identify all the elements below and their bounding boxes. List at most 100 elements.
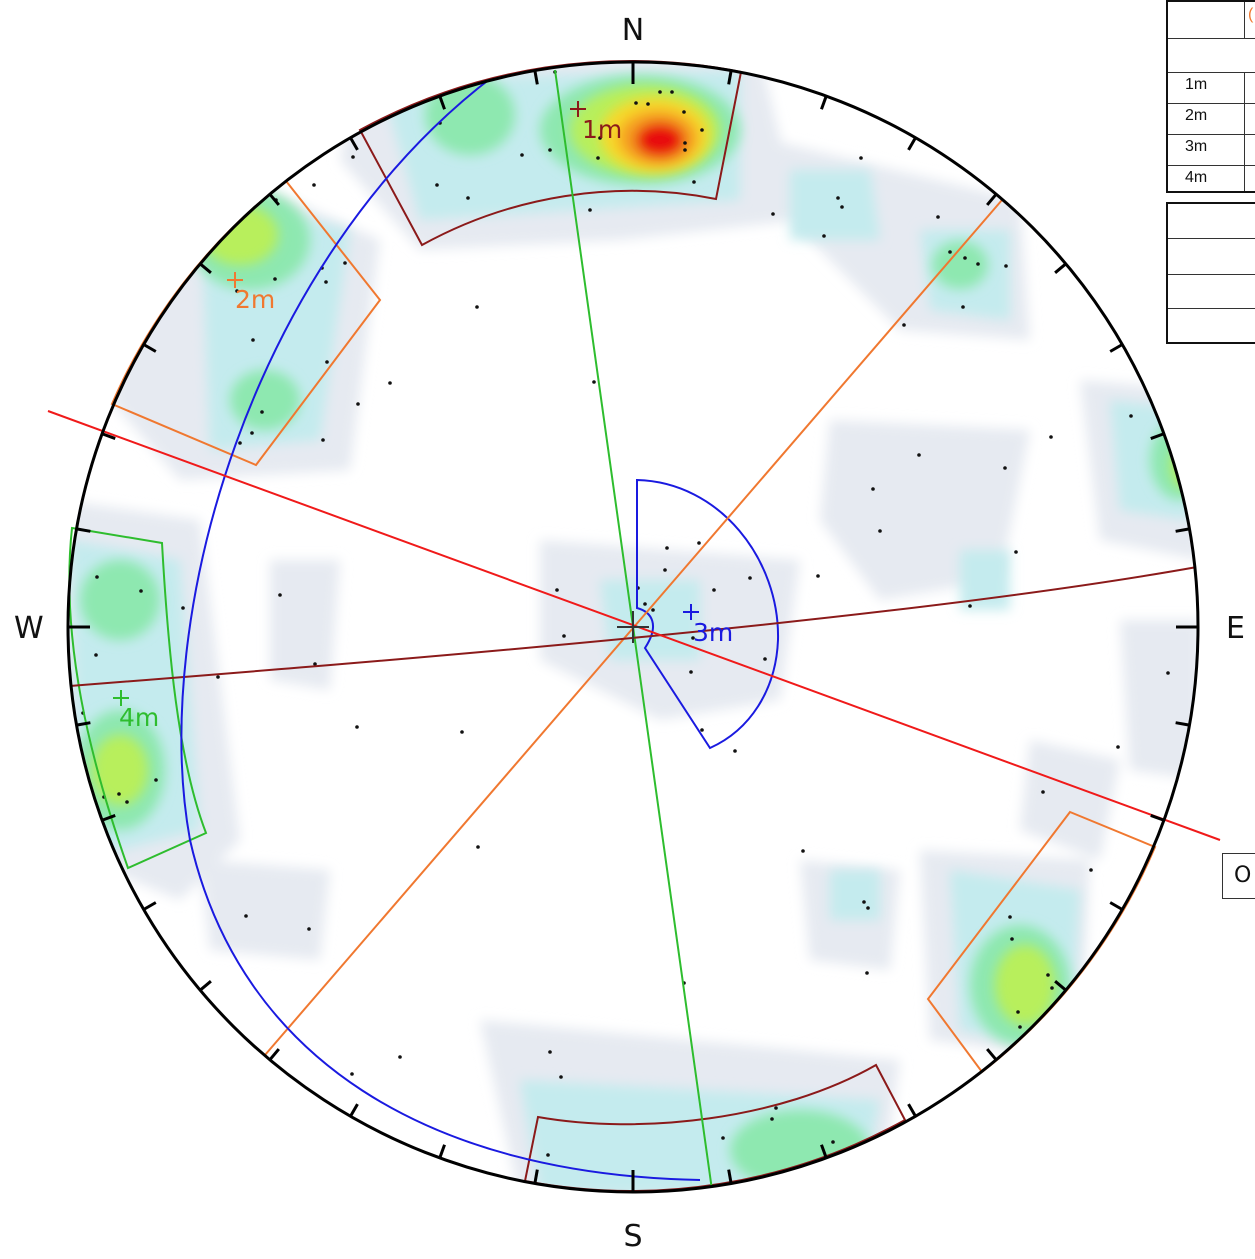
pole-point [244, 914, 248, 918]
tick-mark [1054, 262, 1067, 274]
pole-point [355, 725, 359, 729]
tick-mark [986, 193, 998, 206]
pole-point [712, 588, 716, 592]
tick-mark [76, 527, 91, 533]
pole-point [592, 380, 596, 384]
tick-mark [142, 901, 157, 911]
pole-point [278, 593, 282, 597]
tick-mark [101, 814, 116, 822]
pole-point [651, 608, 655, 612]
pole-point [1041, 790, 1045, 794]
pole-point [1016, 1010, 1020, 1014]
pole-point [548, 148, 552, 152]
pole-point [1050, 986, 1054, 990]
pole-point [356, 402, 360, 406]
pole-point [948, 250, 952, 254]
pole-point [260, 410, 264, 414]
pole-point [831, 1140, 835, 1144]
pole-point [216, 675, 220, 679]
legend-row-4m: 4m [1185, 169, 1208, 186]
set-4m-label: 4m [119, 703, 159, 732]
pole-point [771, 212, 775, 216]
pole-point [181, 606, 185, 610]
pole-point [251, 338, 255, 342]
pole-point [1089, 868, 1093, 872]
pole-point [816, 574, 820, 578]
legend-row-3m: 3m [1185, 138, 1208, 155]
pole-point [700, 128, 704, 132]
tick-mark [101, 432, 116, 440]
pole-point [682, 110, 686, 114]
pole-point [562, 634, 566, 638]
pole-point [692, 180, 696, 184]
pole-point [1003, 466, 1007, 470]
pole-point [774, 1106, 778, 1110]
pole-point [1014, 550, 1018, 554]
legend-row-2m: 2m [1185, 107, 1208, 124]
pole-point [460, 730, 464, 734]
plane-darkred [69, 566, 1198, 687]
legend-table-secondary [1166, 202, 1255, 344]
pole-point [961, 305, 965, 309]
pole-point [721, 1136, 725, 1140]
pole-point [683, 148, 687, 152]
pole-point [866, 906, 870, 910]
pole-point [1046, 973, 1050, 977]
set-3m-window [636, 478, 780, 750]
annotation-box: O [1222, 853, 1255, 899]
pole-point [663, 568, 667, 572]
set-2m-marker: 2m [227, 272, 275, 314]
pole-point [598, 136, 602, 140]
pole-point [325, 360, 329, 364]
pole-point [862, 900, 866, 904]
pole-point [324, 280, 328, 284]
pole-point [963, 256, 967, 260]
pole-point [840, 205, 844, 209]
south-label: S [623, 1219, 642, 1254]
set-4m-marker: 4m [113, 690, 159, 732]
pole-point [1116, 745, 1120, 749]
pole-point [968, 604, 972, 608]
pole-point [859, 156, 863, 160]
pole-point [763, 657, 767, 661]
pole-point [976, 262, 980, 266]
tick-mark [349, 1103, 359, 1118]
tick-marks [68, 62, 1198, 1192]
pole-point [822, 234, 826, 238]
set-labels: 1m 2m 3m 4m [113, 101, 733, 732]
pole-point [548, 1050, 552, 1054]
pole-point [125, 800, 129, 804]
tick-mark [76, 721, 91, 727]
pole-point [878, 529, 882, 533]
pole-point [466, 196, 470, 200]
pole-point [321, 438, 325, 442]
tick-mark [986, 1048, 998, 1061]
pole-point [596, 156, 600, 160]
pole-point [700, 728, 704, 732]
set-4m-window [68, 526, 208, 870]
tick-mark [268, 193, 280, 206]
set-2m-label: 2m [235, 285, 275, 314]
tick-mark [907, 1103, 917, 1118]
pole-point [238, 441, 242, 445]
pole-point [836, 196, 840, 200]
pole-point [139, 589, 143, 593]
pole-point [634, 101, 638, 105]
pole-point [871, 487, 875, 491]
tick-mark [438, 95, 446, 110]
east-label: E [1226, 611, 1245, 646]
pole-point [313, 662, 317, 666]
pole-point [520, 153, 524, 157]
pole-point [555, 588, 559, 592]
tick-mark [533, 1169, 539, 1184]
pole-point [801, 849, 805, 853]
tick-mark [820, 1144, 828, 1159]
pole-point [307, 927, 311, 931]
set-3m-label: 3m [693, 618, 733, 647]
plane-blue [180, 74, 701, 1181]
pole-point [670, 90, 674, 94]
pole-point [1010, 937, 1014, 941]
pole-point [683, 141, 687, 145]
annotation-box-text: O [1234, 863, 1252, 888]
